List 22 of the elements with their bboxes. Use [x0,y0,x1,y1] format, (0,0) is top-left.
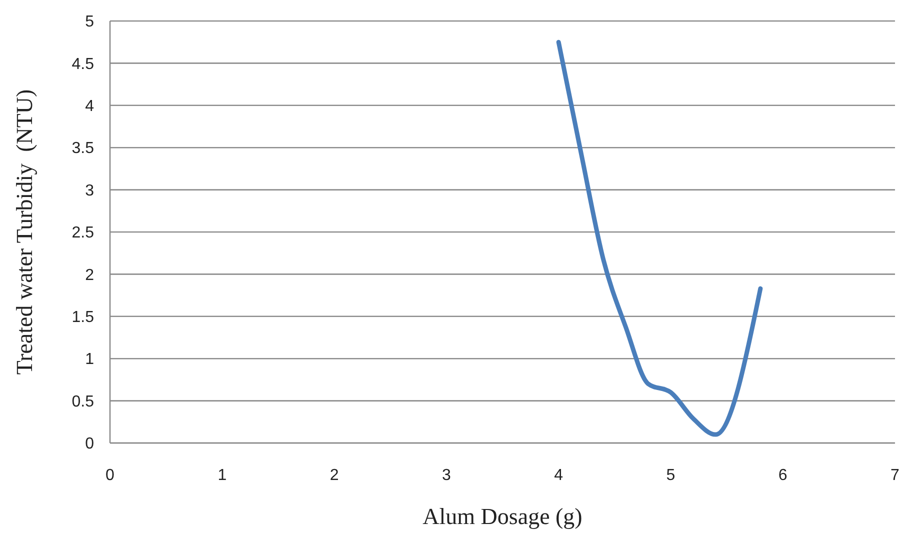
line-series [556,40,763,437]
y-axis-title: Treated water Turbidiy (NTU) [12,89,37,375]
x-tick-label: 1 [218,467,227,484]
x-tick-label: 3 [442,467,451,484]
x-tick-label: 6 [778,467,788,484]
y-tick-label: 1.5 [72,309,94,326]
y-tick-label: 0.5 [72,393,94,410]
y-tick-label: 3.5 [72,140,94,158]
x-tick-label: 5 [666,467,676,484]
x-tick-label: 4 [554,467,564,484]
y-tick-label: 0 [85,436,94,453]
x-axis-title: Alum Dosage (g) [422,504,582,529]
y-tick-label: 3 [85,182,94,200]
y-tick-label: 2.5 [72,224,94,242]
x-tick-label: 2 [330,467,339,484]
y-tick-label: 4.5 [72,56,94,73]
y-tick-label: 1 [85,351,94,368]
x-tick-label: 7 [890,467,900,484]
y-tick-label: 4 [85,98,94,115]
y-tick-label: 2 [85,266,94,284]
x-tick-label: 0 [106,467,115,484]
y-tick-label: 5 [85,14,94,31]
